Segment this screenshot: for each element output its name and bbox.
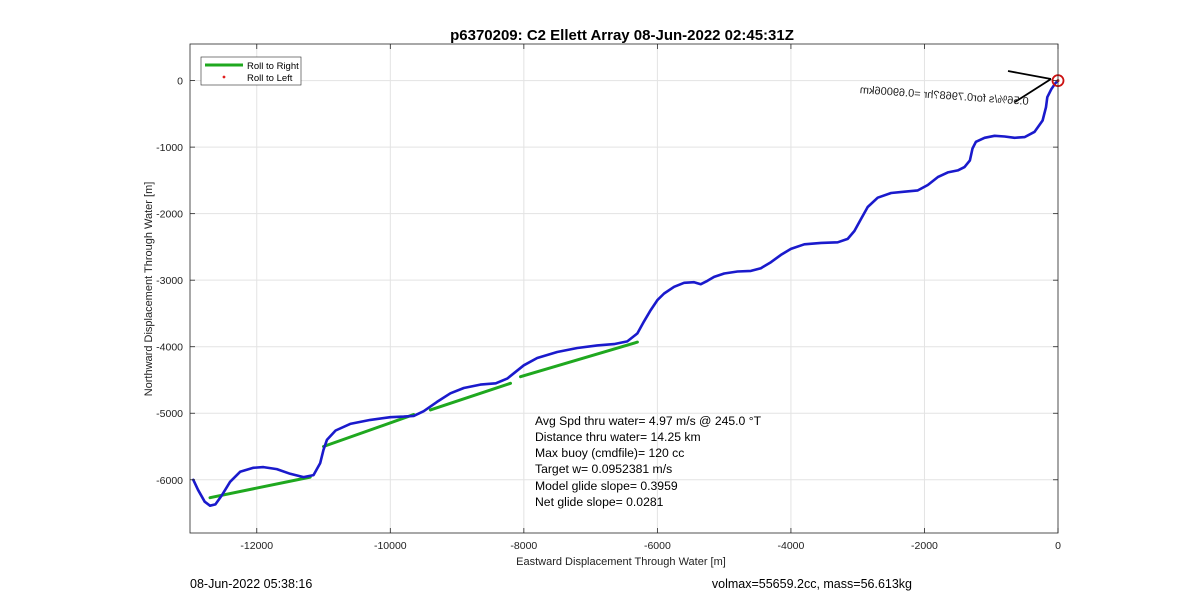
x-tick-label: -4000 — [777, 540, 804, 552]
y-tick-label: -5000 — [156, 408, 183, 420]
heading-line-upper — [1007, 70, 1052, 80]
footer-timestamp: 08-Jun-2022 05:38:16 — [190, 577, 312, 591]
x-tick-label: -6000 — [644, 540, 671, 552]
axes-frame — [189, 43, 1059, 534]
annotation-model-glide-slope: Model glide slope= 0.3959 — [535, 479, 678, 493]
y-tick-label: -4000 — [156, 342, 183, 354]
stats-annotations: Avg Spd thru water= 4.97 m/s @ 245.0 °T … — [535, 414, 762, 509]
roll-right-segment — [428, 381, 512, 412]
y-tick-label: -2000 — [156, 209, 183, 221]
heading-line-lower — [1014, 78, 1052, 103]
y-tick-label: 0 — [177, 76, 183, 88]
roll-right-segment — [322, 413, 416, 448]
x-axis-label: Eastward Displacement Through Water [m] — [516, 556, 726, 568]
x-tick-label: -8000 — [510, 540, 537, 552]
annotation-max-buoy: Max buoy (cmdfile)= 120 cc — [535, 446, 684, 460]
y-axis-label: Northward Displacement Through Water [m] — [143, 182, 155, 397]
roll-right-segment — [208, 475, 312, 500]
legend-label-roll-right: Roll to Right — [247, 61, 299, 72]
annotation-avg-speed: Avg Spd thru water= 4.97 m/s @ 245.0 °T — [535, 414, 762, 428]
footer-volmax-mass: volmax=55659.2cc, mass=56.613kg — [712, 577, 912, 591]
annotation-net-glide-slope: Net glide slope= 0.0281 — [535, 495, 664, 509]
legend-swatch-roll-left — [222, 75, 226, 79]
ticks: -12000 -10000 -8000 -6000 -4000 -2000 0 0 -1000 -… — [156, 44, 1061, 552]
legend: Roll to Right Roll to Left — [200, 56, 302, 86]
x-tick-label: -10000 — [374, 540, 407, 552]
series-layer — [192, 74, 1065, 507]
track-line — [192, 79, 1060, 507]
roll-right-segment — [519, 340, 639, 379]
x-tick-label: 0 — [1055, 540, 1061, 552]
chart-title: p6370209: C2 Ellett Array 08-Jun-2022 02… — [450, 27, 794, 44]
annotation-distance: Distance thru water= 14.25 km — [535, 430, 701, 444]
legend-label-roll-left: Roll to Left — [247, 73, 293, 84]
legend-box — [200, 56, 302, 86]
x-tick-label: -2000 — [911, 540, 938, 552]
y-tick-label: -6000 — [156, 475, 183, 487]
y-tick-label: -1000 — [156, 142, 183, 154]
axes-background — [190, 44, 1058, 533]
x-tick-label: -12000 — [240, 540, 273, 552]
annotation-target-w: Target w= 0.0952381 m/s — [535, 462, 672, 476]
y-tick-label: -3000 — [156, 275, 183, 287]
plot-area: -12000 -10000 -8000 -6000 -4000 -2000 0 0 -1000 -… — [156, 43, 1065, 552]
